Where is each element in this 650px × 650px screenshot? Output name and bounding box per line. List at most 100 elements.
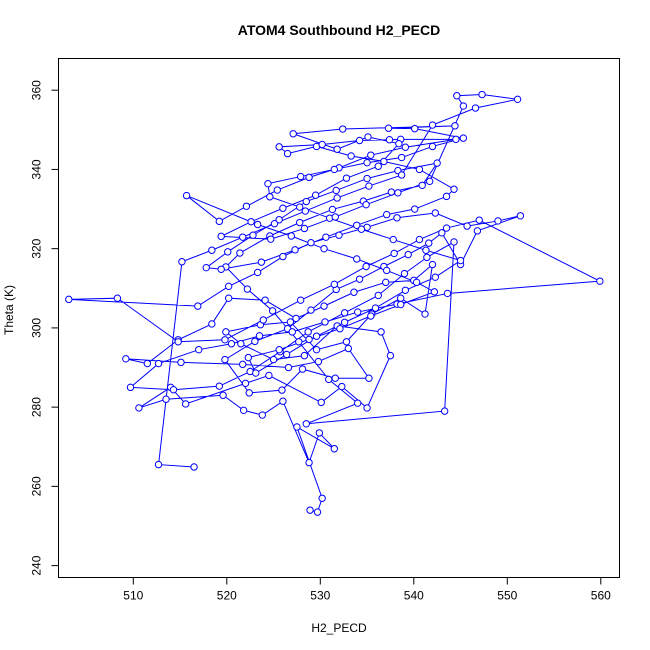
data-point: [397, 153, 406, 162]
data-point: [224, 282, 233, 291]
data-point: [227, 340, 236, 348]
data-point: [344, 344, 353, 353]
data-point: [386, 351, 395, 360]
data-point: [363, 404, 371, 412]
data-point: [241, 379, 250, 388]
data-point: [267, 235, 275, 243]
data-point: [452, 135, 460, 144]
data-point: [182, 191, 191, 200]
data-point: [217, 265, 225, 273]
data-point: [478, 90, 486, 99]
x-tick-label: 530: [310, 589, 330, 603]
x-tick-label: 520: [217, 589, 237, 603]
data-point: [177, 358, 185, 367]
data-point: [289, 130, 297, 138]
data-point: [342, 338, 351, 346]
data-point: [253, 220, 262, 229]
data-point: [305, 173, 313, 182]
data-point: [440, 407, 449, 415]
data-point: [513, 95, 522, 104]
data-point: [362, 262, 370, 271]
data-point: [347, 152, 355, 160]
data-point: [65, 295, 73, 304]
data-point: [300, 351, 309, 360]
data-point: [389, 235, 397, 244]
data-point: [380, 157, 388, 166]
data-point: [328, 205, 337, 214]
data-point: [404, 250, 412, 259]
data-point: [244, 353, 253, 362]
data-point: [249, 231, 257, 239]
data-point: [266, 193, 274, 201]
data-point: [178, 258, 186, 266]
y-tick-label: 280: [30, 397, 44, 417]
data-point: [238, 360, 247, 369]
data-point: [362, 200, 370, 209]
data-point: [312, 332, 321, 340]
data-point: [143, 359, 152, 368]
data-point: [330, 280, 339, 289]
data-point: [296, 172, 305, 181]
data-point: [215, 382, 224, 390]
data-point: [382, 210, 391, 219]
y-tick-label: 340: [30, 159, 44, 179]
data-point: [415, 165, 424, 174]
data-point: [596, 277, 604, 285]
data-point: [224, 248, 232, 256]
data-point: [332, 186, 340, 195]
data-point: [463, 222, 471, 230]
data-point: [247, 218, 255, 226]
data-point: [122, 355, 130, 363]
data-point: [516, 212, 525, 220]
data-point: [162, 395, 170, 403]
data-point: [367, 151, 375, 159]
data-point: [357, 225, 366, 233]
data-point: [335, 231, 343, 239]
data-point: [355, 275, 364, 283]
data-point: [471, 104, 480, 112]
data-point: [261, 296, 269, 304]
data-point: [354, 308, 362, 316]
x-tick-label: 550: [497, 589, 517, 603]
data-point: [219, 391, 227, 399]
data-point: [221, 336, 229, 344]
data-point: [384, 124, 393, 132]
data-point: [252, 369, 260, 377]
data-point: [442, 192, 451, 201]
y-tick-label: 240: [30, 555, 44, 575]
data-point: [238, 233, 247, 241]
data-point: [126, 383, 135, 392]
data-point: [330, 445, 339, 453]
data-point: [243, 285, 252, 293]
data-point: [382, 278, 390, 287]
data-point: [459, 102, 468, 110]
data-point: [423, 253, 431, 262]
data-series: [65, 90, 604, 516]
y-tick-label: 300: [30, 318, 44, 338]
data-point: [321, 318, 329, 326]
data-point: [350, 288, 358, 296]
data-point: [286, 318, 295, 326]
data-point: [301, 207, 310, 215]
data-point: [305, 458, 313, 467]
data-point: [217, 232, 225, 241]
data-point: [255, 332, 264, 340]
y-axis: 240 260 280 300 320 340 360: [30, 80, 59, 576]
data-point: [333, 145, 341, 153]
y-tick-label: 320: [30, 238, 44, 258]
data-point: [311, 191, 320, 199]
data-point: [411, 124, 419, 133]
data-point: [415, 235, 424, 244]
data-point: [237, 340, 245, 348]
data-point: [397, 300, 405, 309]
x-axis: 510 520 530 540 550 560: [123, 577, 611, 603]
data-point: [401, 143, 410, 151]
data-point: [374, 162, 382, 170]
data-point: [236, 249, 244, 257]
data-point: [428, 142, 437, 151]
data-point: [278, 386, 286, 394]
data-point: [473, 227, 482, 235]
data-point: [302, 420, 310, 428]
data-point: [317, 398, 325, 407]
data-point: [453, 92, 461, 100]
